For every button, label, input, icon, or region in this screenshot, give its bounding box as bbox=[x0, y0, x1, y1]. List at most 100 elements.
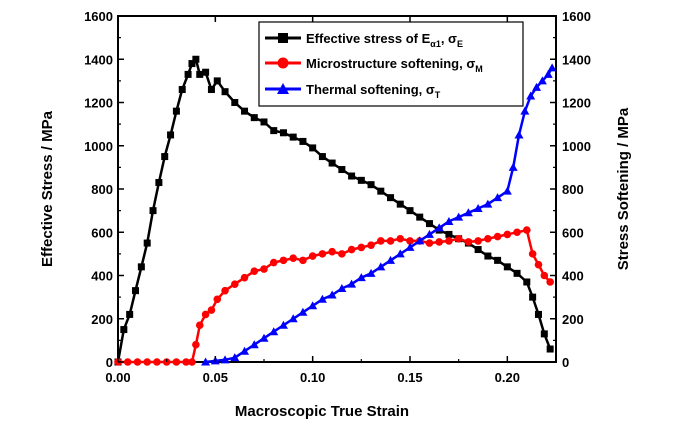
data-point-square bbox=[474, 246, 482, 254]
data-point-triangle bbox=[298, 307, 308, 316]
data-point-square bbox=[161, 153, 169, 161]
data-point-triangle bbox=[514, 130, 524, 139]
data-point-triangle bbox=[395, 249, 405, 258]
data-point-square bbox=[192, 55, 200, 63]
legend: Effective stress of Eα1, σE Microstructu… bbox=[258, 21, 524, 107]
data-point-triangle bbox=[337, 283, 347, 292]
data-point-square bbox=[328, 159, 336, 167]
data-point-triangle bbox=[278, 320, 288, 329]
data-point-square bbox=[309, 144, 317, 152]
data-point-circle bbox=[540, 271, 549, 280]
data-point-square bbox=[241, 107, 249, 115]
data-point-circle bbox=[188, 358, 196, 366]
data-point-square bbox=[184, 70, 192, 78]
data-point-circle bbox=[396, 234, 405, 243]
data-point-circle bbox=[546, 278, 554, 286]
data-point-triangle bbox=[537, 76, 547, 85]
data-point-circle bbox=[308, 252, 317, 260]
x-axis-title: Macroscopic True Strain bbox=[235, 403, 409, 420]
data-point-square bbox=[149, 207, 157, 215]
data-point-triangle bbox=[288, 314, 298, 323]
data-point-square bbox=[172, 107, 180, 115]
data-point-square bbox=[202, 68, 210, 76]
y-tick-label-right: 600 bbox=[562, 225, 584, 240]
legend-label-thermal: Thermal softening, σT bbox=[306, 82, 441, 100]
y-tick-label-left: 800 bbox=[91, 182, 113, 197]
data-point-square bbox=[503, 263, 511, 271]
data-point-square bbox=[318, 153, 326, 161]
data-point-square bbox=[416, 213, 424, 221]
data-point-circle bbox=[318, 250, 327, 258]
x-tick-label: 0.10 bbox=[300, 370, 325, 385]
data-point-circle bbox=[386, 237, 395, 245]
data-point-square bbox=[425, 220, 433, 228]
y-tick-label-right: 400 bbox=[562, 269, 584, 284]
y-tick-label-right: 800 bbox=[562, 182, 584, 197]
data-point-square bbox=[289, 133, 297, 141]
data-point-triangle bbox=[220, 355, 230, 364]
data-point-triangle bbox=[259, 333, 269, 342]
data-point-circle bbox=[484, 234, 492, 243]
data-point-square bbox=[270, 127, 278, 135]
y-tick-label-left: 1000 bbox=[84, 139, 113, 154]
legend-entry-microstructure: Microstructure softening, σM bbox=[265, 56, 483, 74]
data-point-square bbox=[523, 278, 531, 286]
data-point-triangle bbox=[526, 91, 536, 100]
data-point-square bbox=[132, 287, 140, 295]
data-point-square bbox=[250, 114, 258, 122]
series-layer bbox=[114, 55, 557, 366]
data-point-triangle bbox=[366, 268, 376, 277]
data-point-square bbox=[529, 293, 537, 301]
data-point-square bbox=[534, 310, 542, 318]
legend-entry-effective-stress: Effective stress of Eα1, σE bbox=[265, 31, 463, 49]
data-point-square bbox=[279, 129, 287, 137]
data-point-square bbox=[513, 269, 521, 277]
x-tick-label: 0.20 bbox=[495, 370, 520, 385]
data-point-square bbox=[167, 131, 175, 139]
y-tick-label-left: 200 bbox=[91, 312, 113, 327]
data-point-circle bbox=[240, 273, 249, 282]
data-point-circle bbox=[513, 228, 521, 237]
data-point-square bbox=[357, 176, 365, 184]
data-point-triangle bbox=[201, 357, 211, 366]
data-point-square bbox=[260, 118, 268, 126]
legend-box bbox=[258, 21, 524, 107]
data-point-circle bbox=[269, 258, 278, 267]
y-tick-label-right: 0 bbox=[562, 355, 569, 370]
data-point-triangle bbox=[493, 193, 503, 202]
y-tick-label-left: 600 bbox=[91, 225, 113, 240]
data-point-circle bbox=[231, 280, 239, 288]
data-point-circle bbox=[143, 358, 151, 366]
series-1 bbox=[114, 226, 554, 366]
data-point-triangle bbox=[317, 294, 327, 303]
data-point-circle bbox=[207, 306, 216, 314]
series-2 bbox=[201, 63, 557, 366]
data-point-triangle bbox=[434, 223, 444, 232]
y-tick-label-left: 1400 bbox=[84, 52, 113, 67]
y-tick-label-right: 200 bbox=[562, 312, 584, 327]
y-axis-title-left: Effective Stress / MPa bbox=[39, 110, 56, 267]
data-point-circle bbox=[221, 286, 229, 295]
data-point-circle bbox=[195, 321, 204, 330]
data-point-circle bbox=[299, 256, 307, 265]
data-point-triangle bbox=[483, 199, 493, 208]
data-point-triangle bbox=[308, 301, 318, 310]
data-point-square bbox=[213, 77, 221, 85]
data-point-triangle bbox=[240, 346, 250, 355]
y-tick-label-left: 1200 bbox=[84, 96, 113, 111]
data-point-circle bbox=[454, 234, 463, 243]
y-tick-label-left: 400 bbox=[91, 269, 113, 284]
data-point-circle bbox=[534, 260, 543, 269]
data-point-triangle bbox=[508, 162, 518, 171]
data-point-triangle bbox=[405, 242, 415, 251]
data-point-circle bbox=[464, 238, 473, 246]
data-point-square bbox=[445, 230, 453, 238]
series-line-2 bbox=[205, 67, 554, 364]
data-point-square bbox=[120, 326, 128, 334]
data-point-triangle bbox=[532, 82, 542, 91]
x-tick-label: 0.05 bbox=[203, 370, 228, 385]
x-tick-label: 0.15 bbox=[397, 370, 422, 385]
data-point-circle bbox=[133, 358, 142, 366]
data-point-square bbox=[188, 60, 196, 68]
data-point-circle bbox=[523, 226, 531, 234]
